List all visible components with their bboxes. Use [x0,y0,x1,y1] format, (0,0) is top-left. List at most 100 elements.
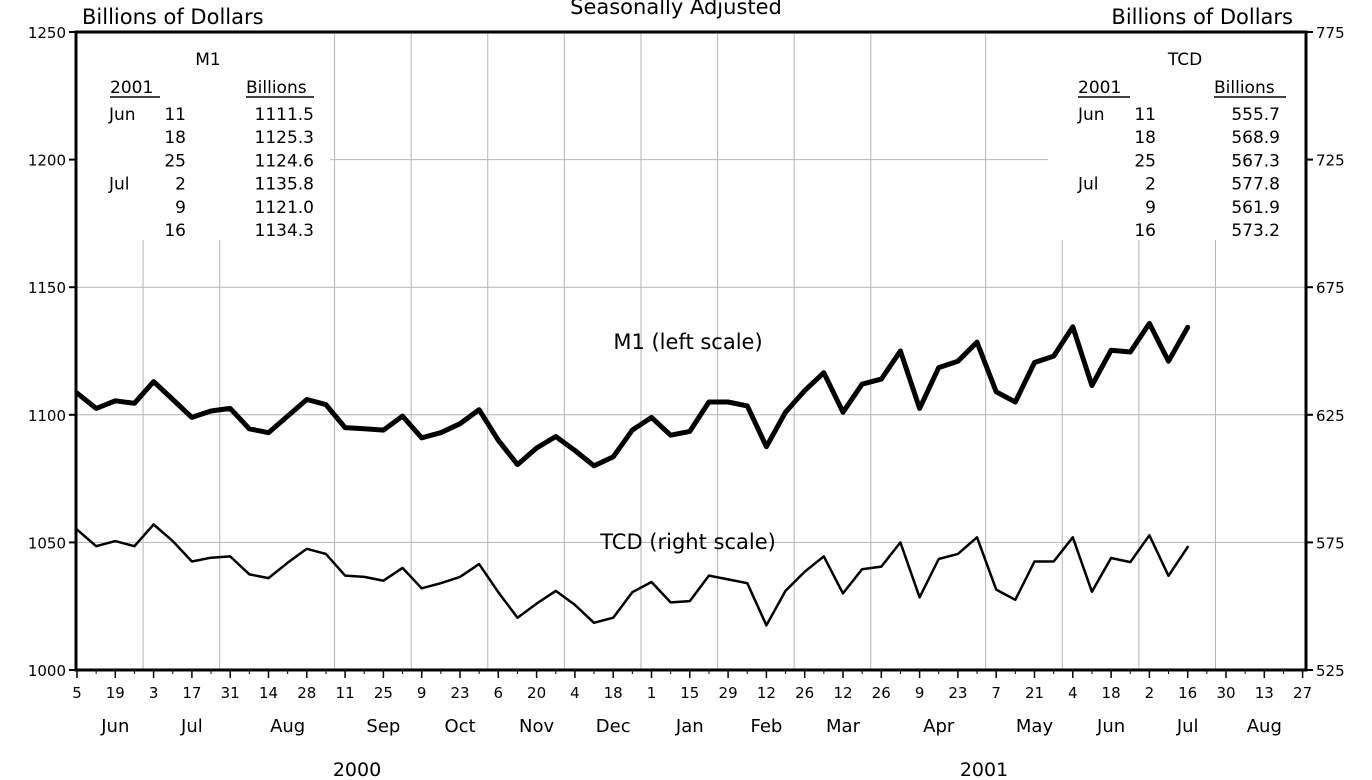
table-row-value: 573.2 [1231,221,1280,241]
right-y-tick-label: 625 [1316,407,1345,425]
right-axis-label: Billions of Dollars [1111,5,1293,29]
table-value-header-m1: Billions [246,78,307,98]
month-label: Nov [519,716,554,737]
month-label: Jul [180,716,203,737]
x-tick-label: 18 [1102,684,1121,702]
table-row-month: Jun [108,105,136,125]
month-label: Feb [750,716,782,737]
table-value-header-tcd: Billions [1214,78,1275,98]
x-tick-label: 29 [719,684,738,702]
x-tick-label: 4 [1068,684,1078,702]
axes: 1000105011001150120012505255756256757257… [28,24,1345,780]
series-line-m1 [74,320,1191,469]
x-tick-label: 6 [494,684,504,702]
x-tick-label: 16 [1178,684,1197,702]
chart-title: Seasonally Adjusted [570,0,782,19]
table-row-month: Jun [1077,105,1105,125]
x-tick-label: 31 [221,684,240,702]
table-row-value: 567.3 [1231,151,1280,171]
left-y-tick-label: 1000 [28,662,66,680]
right-y-tick-label: 575 [1316,534,1345,552]
table-row-day: 9 [1145,198,1156,218]
month-label: Aug [1247,716,1282,737]
x-tick-label: 21 [1025,684,1044,702]
year-label: 2000 [333,759,381,780]
series-layer [74,320,1191,627]
table-row-value: 577.8 [1231,175,1280,195]
left-y-tick-label: 1150 [28,279,66,297]
x-tick-label: 23 [450,684,469,702]
series-label-tcd: TCD (right scale) [599,530,776,554]
table-row-value: 1125.3 [255,128,314,148]
left-y-tick-label: 1200 [28,152,66,170]
table-title-m1: M1 [195,50,220,70]
x-tick-label: 9 [417,684,427,702]
x-tick-label: 12 [757,684,776,702]
month-label: Sep [366,716,400,737]
right-y-tick-label: 725 [1316,152,1345,170]
table-row-value: 1111.5 [255,105,314,125]
table-row-month: Jul [1077,175,1099,195]
table-row-month: Jul [108,175,130,195]
data-tables: M1 2001 Billions Jun 11 1111.5 18 1125.3 25 1124.… [108,50,1286,241]
month-label: Jun [100,716,129,737]
x-tick-label: 15 [680,684,699,702]
table-row-value: 568.9 [1231,128,1280,148]
x-tick-label: 4 [570,684,580,702]
left-y-tick-label: 1100 [28,407,66,425]
left-axis-label: Billions of Dollars [82,5,264,29]
table-row-value: 561.9 [1231,198,1280,218]
x-tick-label: 12 [833,684,852,702]
table-row-value: 555.7 [1231,105,1280,125]
month-label: Aug [270,716,305,737]
month-label: Jul [1176,716,1199,737]
table-row-day: 11 [164,105,186,125]
table-row-day: 18 [164,128,186,148]
x-tick-label: 20 [527,684,546,702]
month-label: May [1016,716,1054,737]
x-tick-label: 2 [1145,684,1155,702]
x-tick-label: 1 [647,684,657,702]
x-tick-label: 28 [297,684,316,702]
series-line-tcd [75,523,1189,627]
month-label: Jun [1096,716,1125,737]
table-row-day: 25 [1134,151,1156,171]
month-label: Apr [923,716,955,737]
right-y-tick-label: 775 [1316,24,1345,42]
table-row-value: 1135.8 [255,175,314,195]
series-label-m1: M1 (left scale) [613,330,762,354]
table-row-value: 1124.6 [255,151,314,171]
table-row-day: 18 [1134,128,1156,148]
left-y-tick-label: 1250 [28,24,66,42]
x-tick-label: 18 [604,684,623,702]
table-row-day: 25 [164,151,186,171]
x-tick-label: 5 [72,684,82,702]
x-tick-label: 9 [915,684,925,702]
table-row-day: 2 [175,175,186,195]
table-row-day: 2 [1145,175,1156,195]
right-y-tick-label: 675 [1316,279,1345,297]
x-tick-label: 30 [1216,684,1235,702]
year-label: 2001 [960,759,1008,780]
table-row-day: 11 [1134,105,1156,125]
x-tick-label: 26 [872,684,891,702]
month-label: Dec [596,716,631,737]
table-title-tcd: TCD [1167,50,1202,70]
table-row-day: 16 [164,221,186,241]
table-row-day: 16 [1134,221,1156,241]
x-tick-label: 11 [336,684,355,702]
x-tick-label: 13 [1255,684,1274,702]
left-y-tick-label: 1050 [28,534,66,552]
x-tick-label: 25 [374,684,393,702]
x-tick-label: 19 [106,684,125,702]
x-tick-label: 17 [182,684,201,702]
month-label: Jan [675,716,704,737]
right-y-tick-label: 525 [1316,662,1345,680]
month-label: Oct [444,716,475,737]
grid [76,32,1306,670]
x-tick-label: 27 [1293,684,1312,702]
table-year-header-m1: 2001 [110,78,153,98]
x-tick-label: 7 [991,684,1001,702]
table-row-day: 9 [175,198,186,218]
